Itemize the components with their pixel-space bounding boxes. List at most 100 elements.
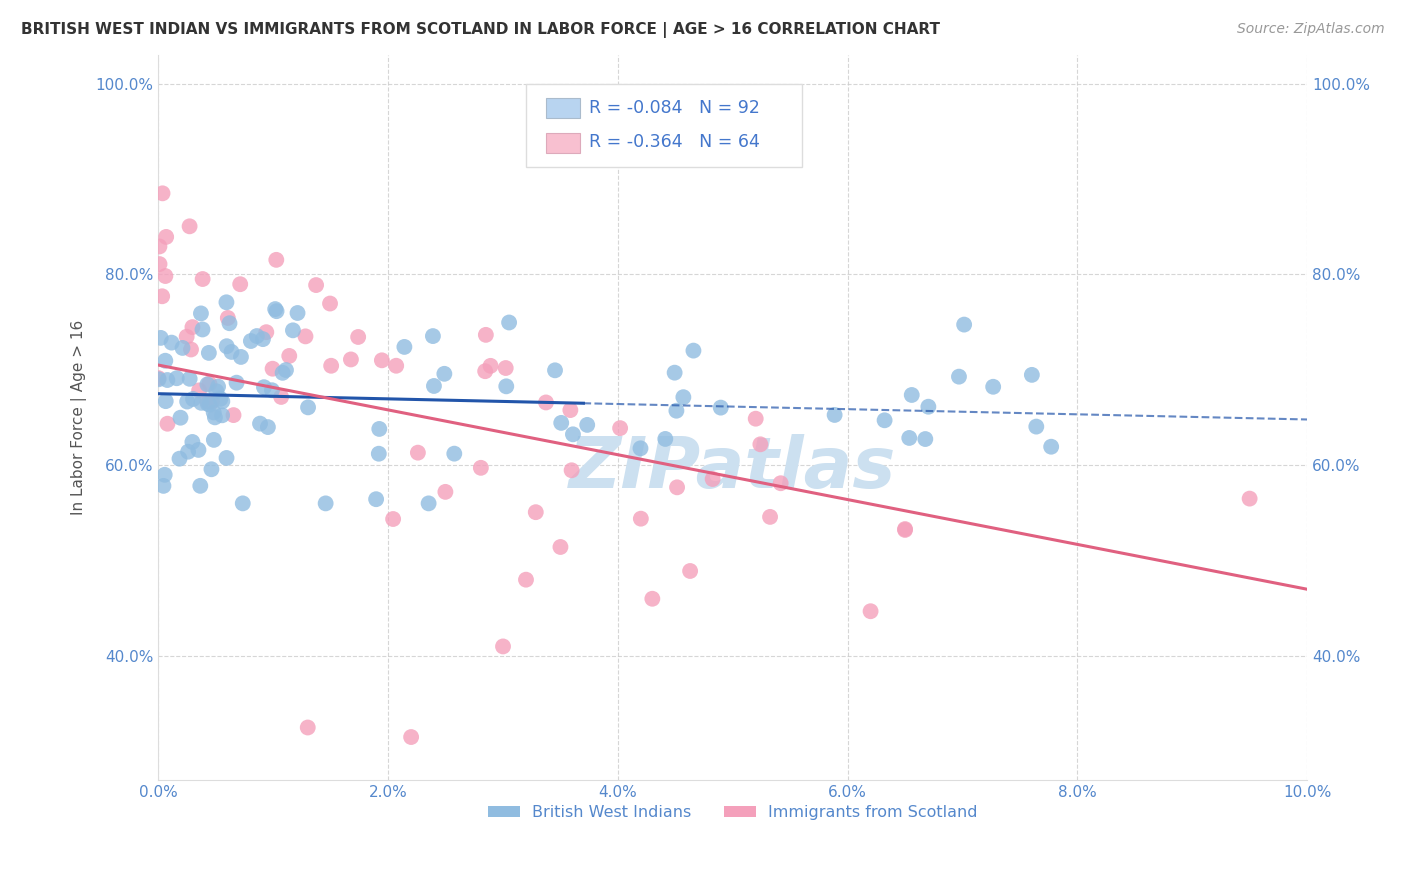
Point xyxy=(257,420,280,434)
Point xyxy=(305,278,328,293)
Text: Source: ZipAtlas.com: Source: ZipAtlas.com xyxy=(1237,22,1385,37)
Point xyxy=(340,352,363,367)
Point xyxy=(434,484,457,499)
Point xyxy=(218,316,240,330)
Point xyxy=(200,462,222,476)
Point xyxy=(561,463,583,477)
Point xyxy=(515,573,537,587)
Point xyxy=(1040,440,1063,454)
Point xyxy=(609,421,631,435)
Point xyxy=(254,325,277,339)
Point xyxy=(287,306,309,320)
Point xyxy=(187,442,209,457)
Point xyxy=(702,472,724,486)
Point xyxy=(418,496,440,510)
Point xyxy=(948,369,970,384)
Point xyxy=(229,350,252,364)
Point xyxy=(664,366,686,380)
Text: ZIPatlas: ZIPatlas xyxy=(569,434,897,503)
Point xyxy=(859,604,882,618)
Point xyxy=(152,479,174,493)
Point xyxy=(155,353,177,368)
Point xyxy=(202,405,225,419)
Point xyxy=(394,340,416,354)
Point xyxy=(262,361,284,376)
Point xyxy=(148,239,170,253)
Point xyxy=(155,230,177,244)
Point xyxy=(1021,368,1043,382)
Point xyxy=(264,302,287,317)
Point xyxy=(641,591,664,606)
Point xyxy=(367,447,389,461)
Point xyxy=(202,433,225,447)
Point xyxy=(181,392,204,406)
Point xyxy=(215,450,238,465)
Point xyxy=(179,372,201,386)
Point xyxy=(347,330,370,344)
Point xyxy=(197,397,219,411)
Point xyxy=(665,403,688,417)
Bar xyxy=(546,133,581,153)
Legend: British West Indians, Immigrants from Scotland: British West Indians, Immigrants from Sc… xyxy=(481,798,984,826)
Point xyxy=(252,332,274,346)
Point xyxy=(207,379,229,393)
Point xyxy=(215,339,238,353)
Point xyxy=(576,417,599,432)
Point xyxy=(197,377,219,392)
Text: BRITISH WEST INDIAN VS IMMIGRANTS FROM SCOTLAND IN LABOR FORCE | AGE > 16 CORREL: BRITISH WEST INDIAN VS IMMIGRANTS FROM S… xyxy=(21,22,941,38)
Point xyxy=(498,316,520,330)
Point xyxy=(894,522,917,536)
Point xyxy=(898,431,921,445)
Point xyxy=(524,505,547,519)
Point xyxy=(679,564,702,578)
Point xyxy=(190,396,212,410)
Point xyxy=(201,394,224,409)
Point xyxy=(1239,491,1261,506)
Point xyxy=(209,392,232,406)
Point xyxy=(682,343,704,358)
Point xyxy=(297,401,319,415)
Point xyxy=(479,359,502,373)
Point xyxy=(495,361,517,376)
Point xyxy=(371,353,394,368)
Point xyxy=(155,394,177,409)
Point xyxy=(169,451,191,466)
Point xyxy=(366,492,388,507)
Point xyxy=(253,380,276,394)
Point xyxy=(270,390,292,404)
Point xyxy=(191,272,214,286)
Point xyxy=(900,388,922,402)
Point xyxy=(382,512,405,526)
Point xyxy=(180,343,202,357)
Point xyxy=(149,331,172,345)
Point xyxy=(148,371,170,385)
Point xyxy=(232,496,254,510)
Point xyxy=(150,289,173,303)
Point xyxy=(155,268,177,283)
Point xyxy=(156,373,179,387)
Point xyxy=(205,384,228,399)
Point xyxy=(873,413,896,427)
Point xyxy=(181,320,204,334)
Point xyxy=(953,318,976,332)
Point xyxy=(744,411,766,425)
Point xyxy=(246,329,269,343)
Point xyxy=(211,409,233,423)
Point xyxy=(198,346,221,360)
Point xyxy=(423,379,446,393)
Text: R = -0.084   N = 92: R = -0.084 N = 92 xyxy=(589,99,761,117)
Point xyxy=(385,359,408,373)
Point xyxy=(315,496,337,510)
Point xyxy=(249,417,271,431)
Point xyxy=(198,376,221,391)
Point xyxy=(211,394,233,409)
Point xyxy=(177,444,200,458)
Point xyxy=(229,277,252,292)
Point xyxy=(239,334,262,348)
Point xyxy=(560,403,582,417)
Point xyxy=(470,460,492,475)
Point xyxy=(215,295,238,310)
Point xyxy=(197,394,219,409)
Point xyxy=(550,416,572,430)
Point xyxy=(710,401,733,415)
